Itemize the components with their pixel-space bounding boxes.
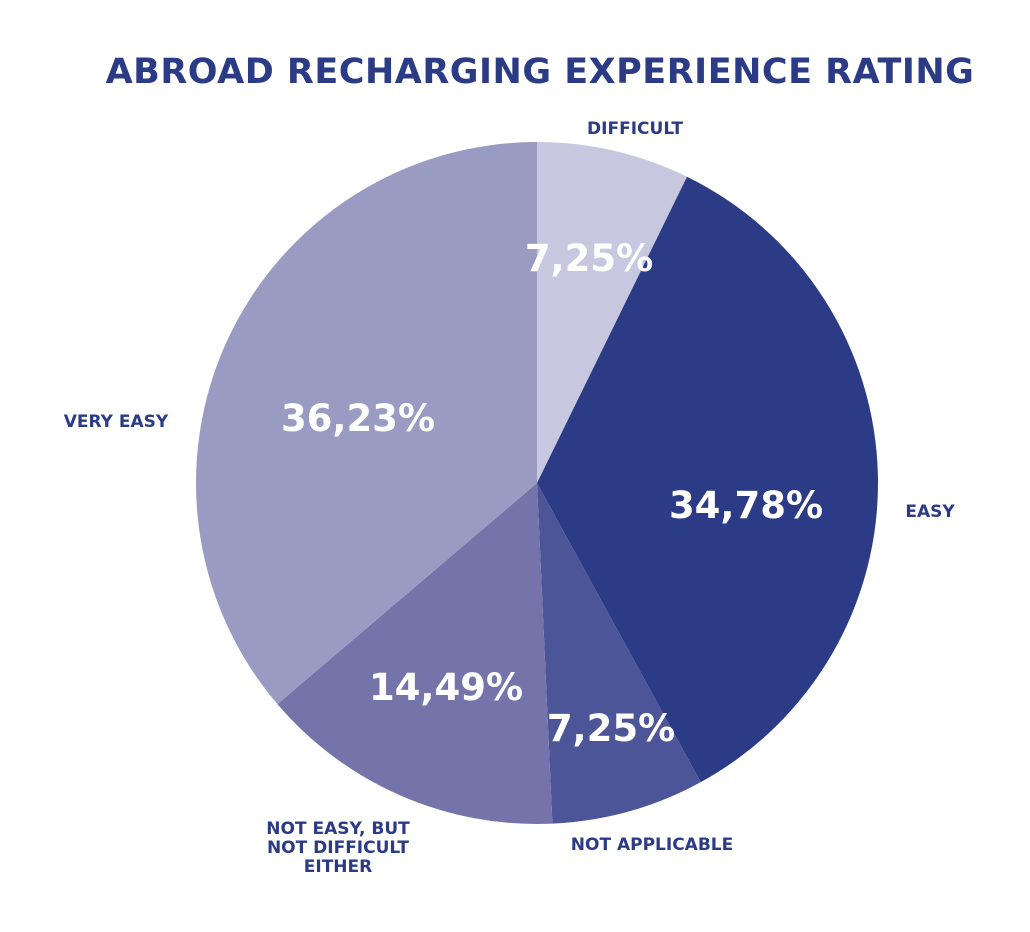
pie-slice-not-easy-but-not-difficult-either bbox=[277, 483, 553, 824]
category-label-easy: EASY bbox=[905, 502, 955, 522]
value-labels: 7,25% 34,78% 7,25% 14,49% 36,23% bbox=[281, 237, 823, 750]
pie-slice-easy bbox=[537, 176, 879, 783]
category-label-not-applicable: NOT APPLICABLE bbox=[571, 835, 733, 855]
value-label-difficult: 7,25% bbox=[525, 237, 653, 280]
chart-title: ABROAD RECHARGING EXPERIENCE RATING bbox=[106, 52, 975, 92]
pie-slice-difficult bbox=[537, 142, 688, 483]
value-label-very-easy: 36,23% bbox=[281, 397, 435, 440]
value-label-not-applicable: 7,25% bbox=[547, 707, 675, 750]
value-label-easy: 34,78% bbox=[669, 484, 823, 527]
pie-slice-not-applicable bbox=[537, 483, 701, 824]
value-label-not-easy-but-not-difficult-either: 14,49% bbox=[369, 666, 523, 709]
category-labels: DIFFICULT EASY NOT APPLICABLE NOT EASY, BUT… bbox=[64, 119, 956, 877]
pie-slice-very-easy bbox=[195, 142, 537, 705]
category-label-not-easy-but-not-difficult-either: NOT EASY, BUT NOT DIFFICULT EITHER bbox=[266, 819, 410, 877]
pie-slices bbox=[195, 142, 879, 824]
category-label-very-easy: VERY EASY bbox=[64, 412, 169, 432]
category-label-difficult: DIFFICULT bbox=[587, 119, 683, 139]
